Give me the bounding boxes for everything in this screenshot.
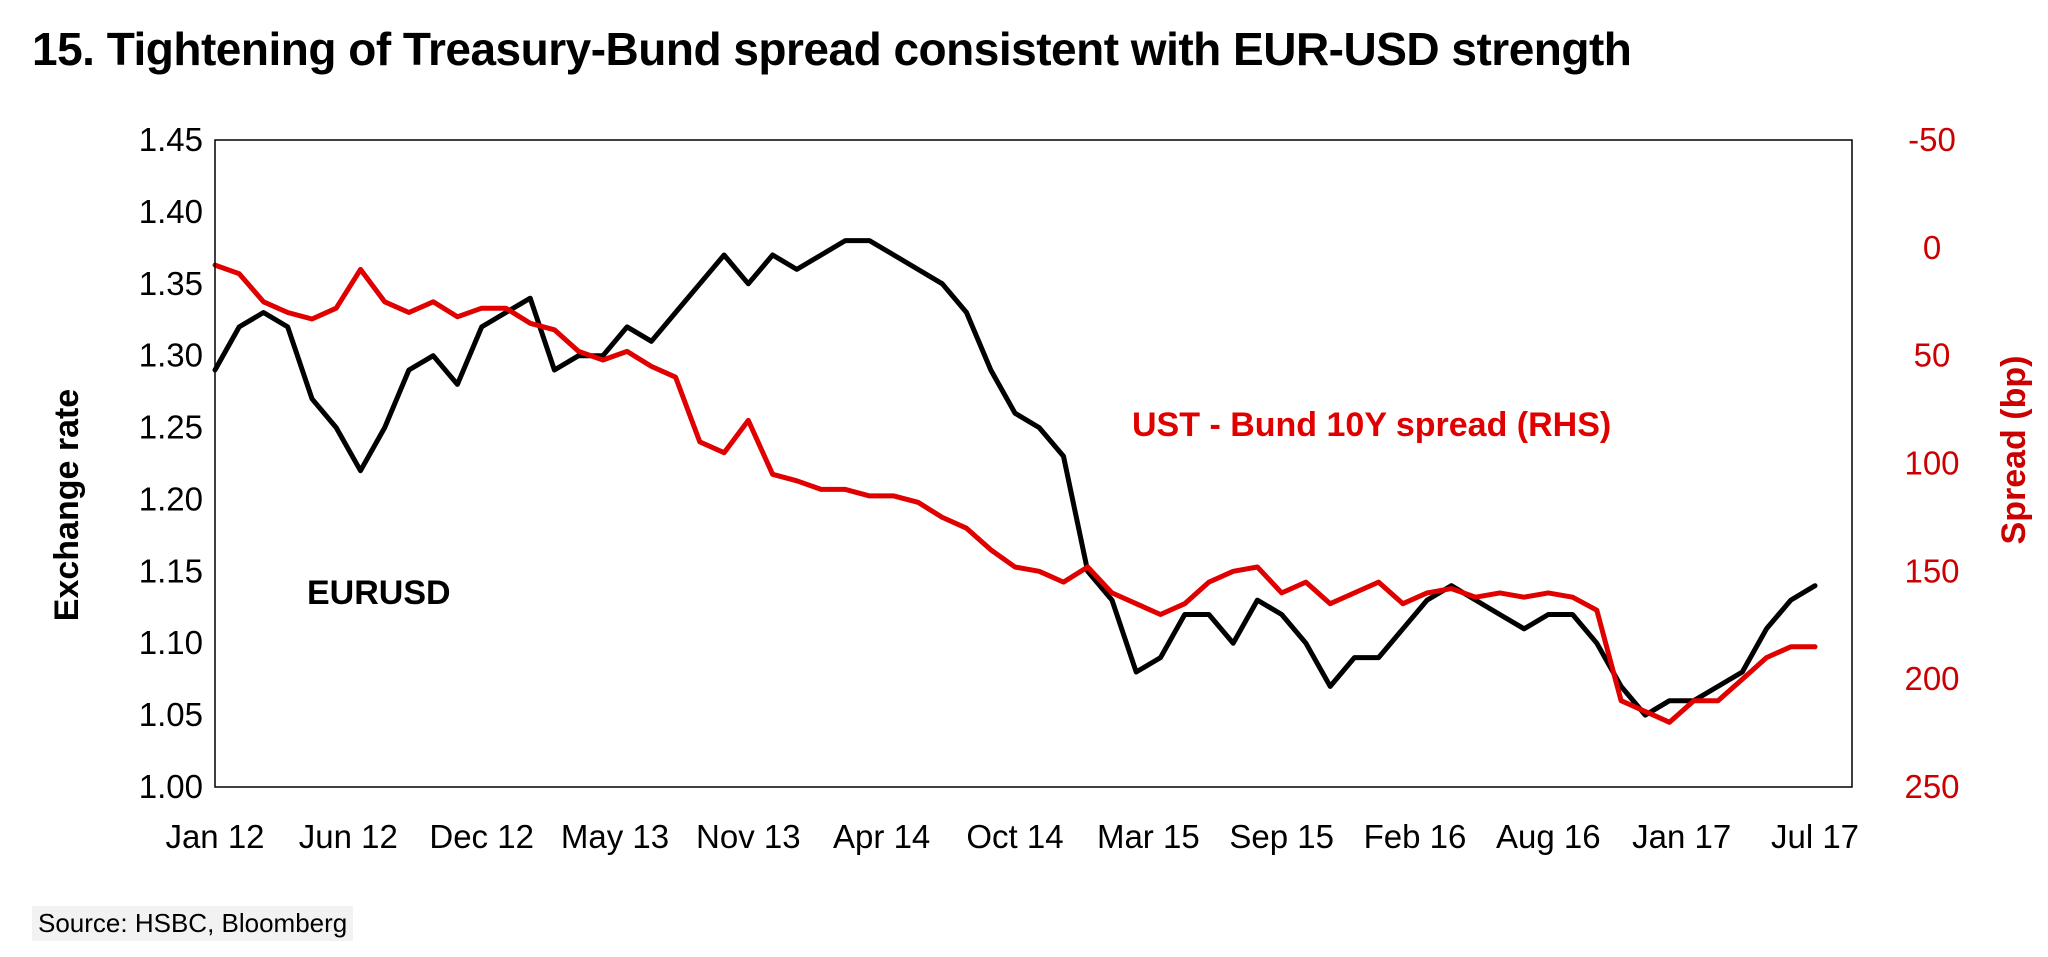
left-axis-label: Exchange rate (48, 389, 86, 621)
x-tick-label: Mar 15 (1097, 818, 1200, 855)
left-y-axis-ticks: 1.45 1.40 1.35 1.30 1.25 1.20 1.15 1.10 1.05 1.00 (139, 121, 203, 805)
left-tick-label: 1.40 (139, 193, 203, 230)
x-tick-label: Oct 14 (966, 818, 1063, 855)
x-tick-label: Jun 12 (299, 818, 398, 855)
series-lines (212, 238, 1818, 725)
x-tick-label: Apr 14 (833, 818, 930, 855)
plot-frame (214, 139, 1853, 788)
x-tick-label: Dec 12 (429, 818, 534, 855)
x-tick-label: Jan 12 (165, 818, 264, 855)
eurusd-annotation: EURUSD (307, 574, 451, 612)
left-tick-label: 1.05 (139, 696, 203, 733)
left-tick-label: 1.30 (139, 337, 203, 374)
source-note: Source: HSBC, Bloomberg (32, 906, 354, 941)
x-tick-label: Jan 17 (1632, 818, 1731, 855)
right-tick-label: 150 (1904, 552, 1959, 589)
right-tick-label: 100 (1904, 445, 1959, 482)
eurusd-line (212, 238, 1818, 718)
right-tick-label: -50 (1908, 121, 1956, 158)
right-tick-label: 200 (1904, 660, 1959, 697)
left-tick-label: 1.35 (139, 265, 203, 302)
x-tick-label: Nov 13 (696, 818, 801, 855)
chart-title: 15. Tightening of Treasury-Bund spread c… (32, 23, 1632, 75)
spread-annotation: UST - Bund 10Y spread (RHS) (1132, 406, 1611, 444)
left-tick-label: 1.10 (139, 624, 203, 661)
right-axis-label: Spread (bp) (1995, 356, 2033, 545)
x-tick-label: May 13 (561, 818, 669, 855)
left-tick-label: 1.45 (139, 121, 203, 158)
x-axis-ticks: Jan 12 Jun 12 Dec 12 May 13 Nov 13 Apr 14 Oct … (165, 818, 1859, 855)
right-tick-label: 0 (1923, 229, 1941, 266)
right-tick-label: 50 (1914, 337, 1951, 374)
left-tick-label: 1.25 (139, 409, 203, 446)
right-y-axis-ticks: -50 0 50 100 150 200 250 (1904, 121, 1959, 805)
x-tick-label: Aug 16 (1496, 818, 1601, 855)
left-tick-label: 1.00 (139, 768, 203, 805)
spread-line (212, 262, 1818, 725)
left-tick-label: 1.15 (139, 552, 203, 589)
x-tick-label: Sep 15 (1229, 818, 1334, 855)
left-tick-label: 1.20 (139, 480, 203, 517)
right-tick-label: 250 (1904, 768, 1959, 805)
x-tick-label: Jul 17 (1771, 818, 1859, 855)
x-tick-label: Feb 16 (1364, 818, 1467, 855)
